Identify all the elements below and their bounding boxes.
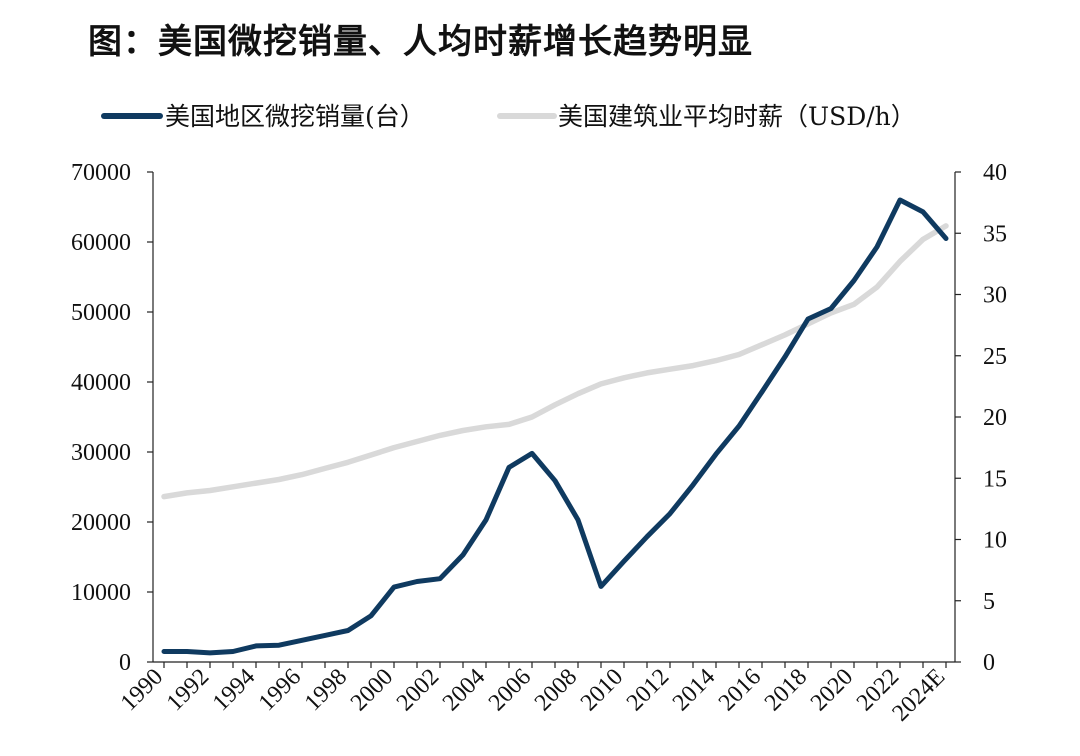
right-tick-label: 40 <box>983 160 1007 186</box>
x-tick-label: 2008 <box>530 664 582 716</box>
left-tick-label: 10000 <box>71 580 131 606</box>
x-tick-label: 2016 <box>714 664 766 716</box>
chart-title: 图：美国微挖销量、人均时薪增长趋势明显 <box>88 22 753 62</box>
left-tick-label: 50000 <box>71 300 131 326</box>
series-group <box>161 197 949 656</box>
right-tick-label: 15 <box>983 466 1007 492</box>
x-tick-label: 2020 <box>806 664 858 716</box>
tick-labels: 0 10000 20000 30000 40000 50000 60000 70000 0 5 10… <box>71 160 1007 727</box>
series-line-sales <box>161 197 949 656</box>
left-tick-label: 30000 <box>71 440 131 466</box>
x-tick-label: 1994 <box>208 664 260 716</box>
x-tick-label: 2024E <box>888 664 951 727</box>
left-tick-label: 40000 <box>71 370 131 396</box>
right-tick-label: 0 <box>983 650 995 676</box>
x-tick-label: 2014 <box>668 664 720 716</box>
x-tick-label: 1996 <box>254 664 306 716</box>
x-tick-label: 2018 <box>760 664 812 716</box>
x-tick-label: 1992 <box>162 664 214 716</box>
x-tick-label: 2002 <box>392 664 444 716</box>
right-tick-label: 5 <box>983 589 995 615</box>
x-tick-label: 2004 <box>438 664 490 716</box>
right-tick-label: 10 <box>983 528 1007 554</box>
series-line-wage <box>161 223 949 500</box>
right-tick-label: 35 <box>983 221 1007 247</box>
right-tick-label: 25 <box>983 344 1007 370</box>
legend: 美国地区微挖销量(台） 美国建筑业平均时薪（USD/h） <box>101 102 916 131</box>
x-tick-label: 2006 <box>484 664 536 716</box>
right-tick-label: 20 <box>983 405 1007 431</box>
x-tick-label: 2000 <box>346 664 398 716</box>
left-tick-label: 20000 <box>71 510 131 536</box>
legend-label-sales: 美国地区微挖销量(台） <box>165 102 425 131</box>
x-tick-label: 2010 <box>576 664 628 716</box>
axes <box>147 171 961 668</box>
left-tick-label: 70000 <box>71 160 131 186</box>
legend-label-wage: 美国建筑业平均时薪（USD/h） <box>558 102 916 131</box>
x-tick-label: 2012 <box>622 664 674 716</box>
right-tick-label: 30 <box>983 283 1007 309</box>
left-tick-label: 60000 <box>71 230 131 256</box>
left-tick-label: 0 <box>119 650 131 676</box>
x-tick-label: 1998 <box>300 664 352 716</box>
